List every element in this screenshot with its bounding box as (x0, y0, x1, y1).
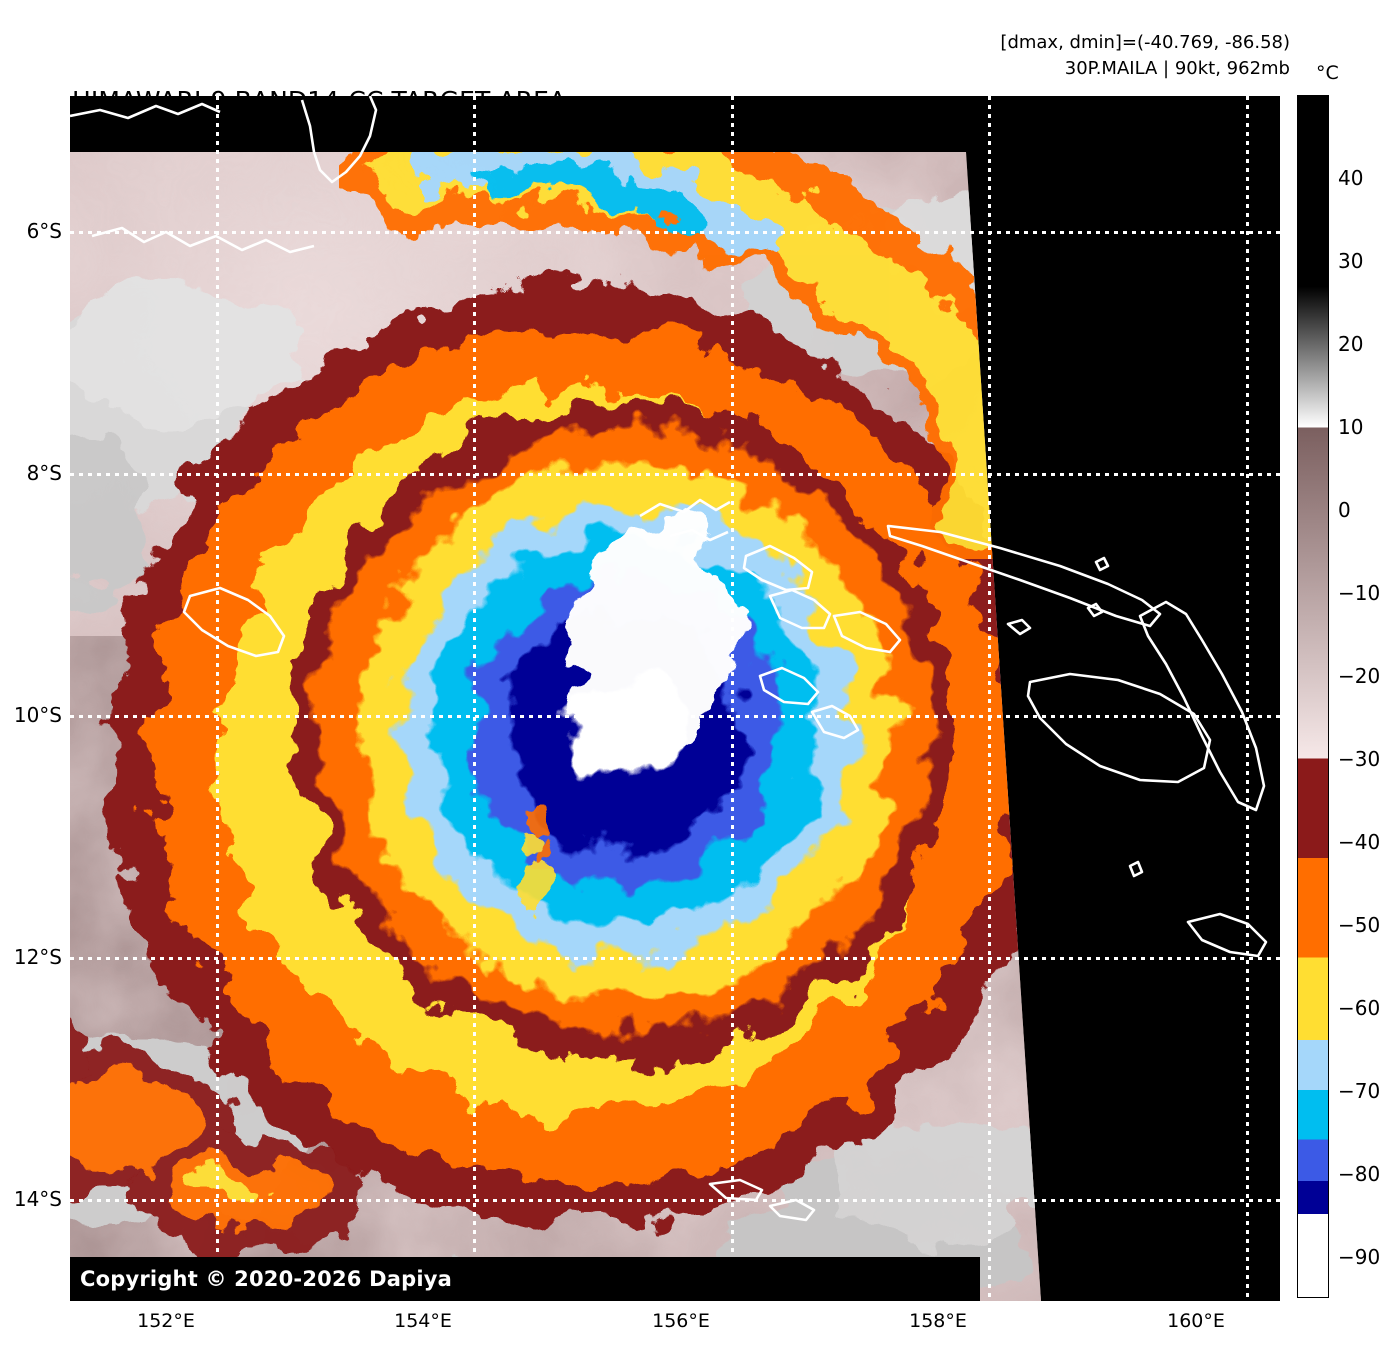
colorbar-tick-11: −70 (1338, 1078, 1381, 1103)
satellite-image-panel[interactable]: Copyright © 2020-2026 Dapiya (70, 96, 1280, 1301)
xtick-label-1: 154°E (394, 1310, 452, 1332)
ytick-label-0: 6°S (26, 219, 62, 243)
ytick-label-3: 12°S (13, 945, 62, 969)
ytick-label-4: 14°S (13, 1187, 62, 1211)
copyright-text: Copyright © 2020-2026 Dapiya (80, 1267, 452, 1291)
header-right-block: [dmax, dmin]=(-40.769, -86.58) 30P.MAILA… (1000, 30, 1290, 82)
colorbar-tick-3: 10 (1338, 414, 1364, 439)
colorbar-tick-7: −30 (1338, 746, 1381, 771)
storm-info: 30P.MAILA | 90kt, 962mb (1064, 58, 1290, 80)
brightness-temperature-raster (70, 152, 1041, 1301)
satellite-data-swath (70, 152, 1041, 1301)
dmax-dmin-readout: [dmax, dmin]=(-40.769, -86.58) (1000, 32, 1290, 53)
ytick-label-2: 10°S (13, 703, 62, 727)
colorbar-tick-8: −40 (1338, 829, 1381, 854)
colorbar-units-label: °C (1316, 62, 1339, 84)
colorbar-tick-9: −50 (1338, 912, 1381, 937)
xtick-label-2: 156°E (652, 1310, 710, 1332)
colorbar-tick-12: −80 (1338, 1161, 1381, 1186)
colorbar-tick-10: −60 (1338, 995, 1381, 1020)
ytick-label-1: 8°S (26, 461, 62, 485)
colorbar-tick-4: 0 (1338, 497, 1351, 522)
colorbar-tick-5: −10 (1338, 580, 1381, 605)
colorbar-tick-2: 20 (1338, 331, 1364, 356)
xtick-label-0: 152°E (137, 1310, 195, 1332)
gridline-lon-160 (1246, 96, 1249, 1301)
colorbar[interactable] (1297, 95, 1329, 1298)
copyright-banner: Copyright © 2020-2026 Dapiya (70, 1257, 980, 1301)
colorbar-tick-0: 40 (1338, 165, 1364, 190)
colorbar-tick-13: −90 (1338, 1244, 1381, 1269)
xtick-label-4: 160°E (1167, 1310, 1225, 1332)
colorbar-gradient (1297, 95, 1329, 1298)
xtick-label-3: 158°E (909, 1310, 967, 1332)
colorbar-tick-6: −20 (1338, 663, 1381, 688)
colorbar-tick-1: 30 (1338, 248, 1364, 273)
